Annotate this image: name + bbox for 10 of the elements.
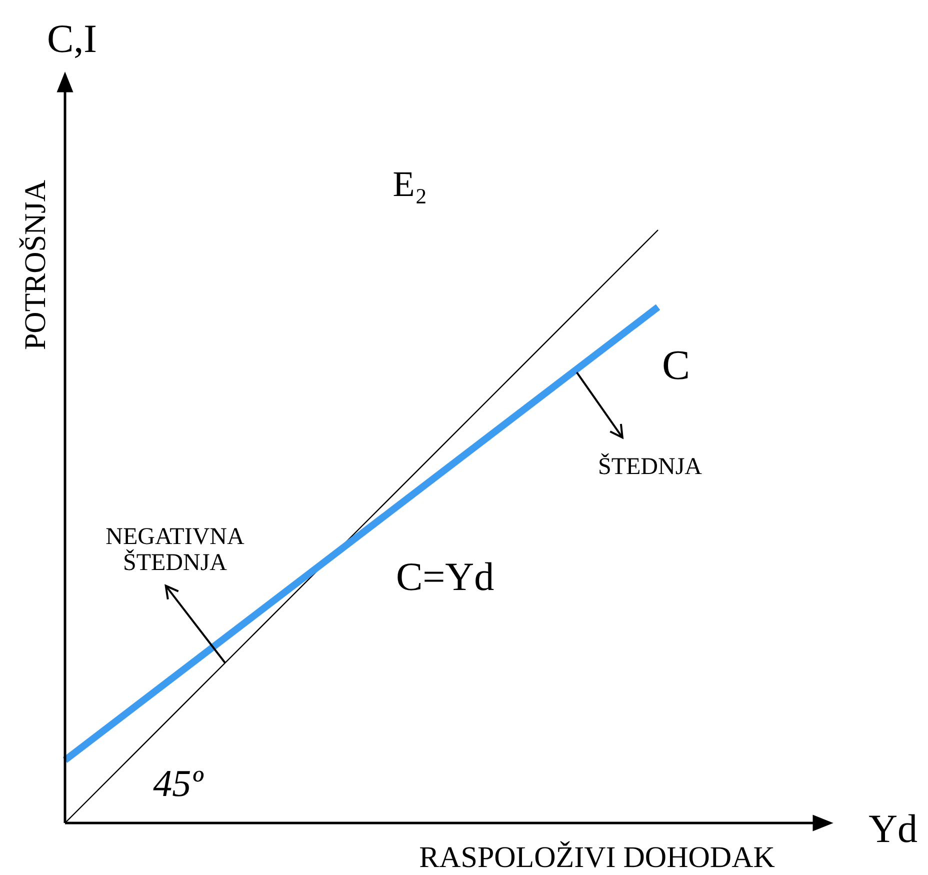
annotation: 45º [153,763,204,805]
annotation: C=Yd [396,554,494,599]
text: E₂ [392,164,428,204]
text: C,I [47,16,97,61]
y-axis-title: POTROŠNJA [19,180,52,350]
annotation: C [662,343,690,389]
x-axis-title: RASPOLOŽIVI DOHODAK [419,841,776,874]
annotation: NEGATIVNA ŠTEDNJA [106,524,245,576]
text: Yd [868,806,918,851]
annotation: ŠTEDNJA [598,453,703,480]
